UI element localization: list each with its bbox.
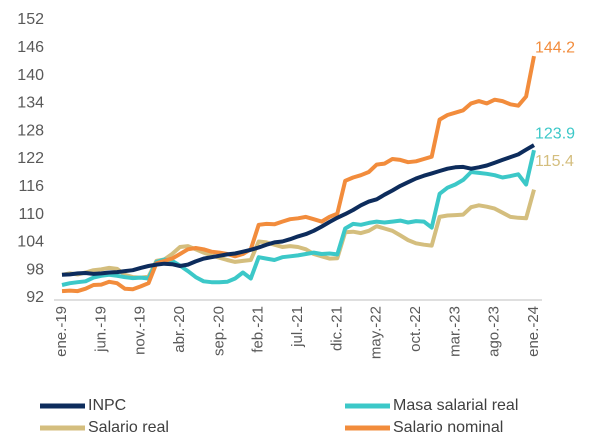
series-line [61, 55, 536, 294]
y-tick-label: 152 [17, 11, 44, 28]
series-line [61, 189, 536, 280]
x-tick-label: dic.-21 [328, 306, 345, 351]
x-tick-label: may.-22 [368, 306, 385, 359]
y-tick-label: 92 [26, 289, 44, 306]
x-tick-label: nov.-19 [132, 306, 149, 355]
end-label: 123.9 [535, 125, 575, 142]
x-tick-label: feb.-21 [250, 306, 267, 353]
x-tick-label: oct.-22 [407, 306, 424, 352]
x-tick-label: ago.-23 [486, 306, 503, 357]
series-line [61, 143, 536, 277]
legend-label: INPC [88, 397, 126, 414]
y-tick-label: 104 [17, 234, 44, 251]
y-tick-label: 122 [17, 150, 44, 167]
x-tick-label: sep.-20 [210, 306, 227, 356]
y-tick-label: 128 [17, 122, 44, 139]
x-tick-label: abr.-20 [171, 306, 188, 353]
y-tick-label: 110 [18, 206, 44, 223]
legend-label: Salario real [88, 419, 169, 436]
y-tick-label: 146 [17, 39, 44, 56]
y-tick-label: 140 [17, 67, 44, 84]
y-tick-label: 134 [17, 95, 44, 112]
x-tick-label: ene.-24 [525, 306, 542, 357]
x-tick-label: jul.-21 [289, 306, 306, 348]
x-tick-label: jun.-19 [92, 306, 109, 353]
end-label: 144.2 [535, 39, 575, 56]
legend-label: Salario nominal [393, 419, 503, 436]
y-tick-label: 116 [18, 178, 44, 195]
x-tick-label: ene.-19 [53, 306, 70, 357]
end-label: 115.4 [535, 153, 574, 170]
y-tick-label: 98 [26, 261, 44, 278]
x-tick-label: mar.-23 [446, 306, 463, 357]
series-line [61, 149, 536, 287]
legend-label: Masa salarial real [393, 397, 518, 414]
